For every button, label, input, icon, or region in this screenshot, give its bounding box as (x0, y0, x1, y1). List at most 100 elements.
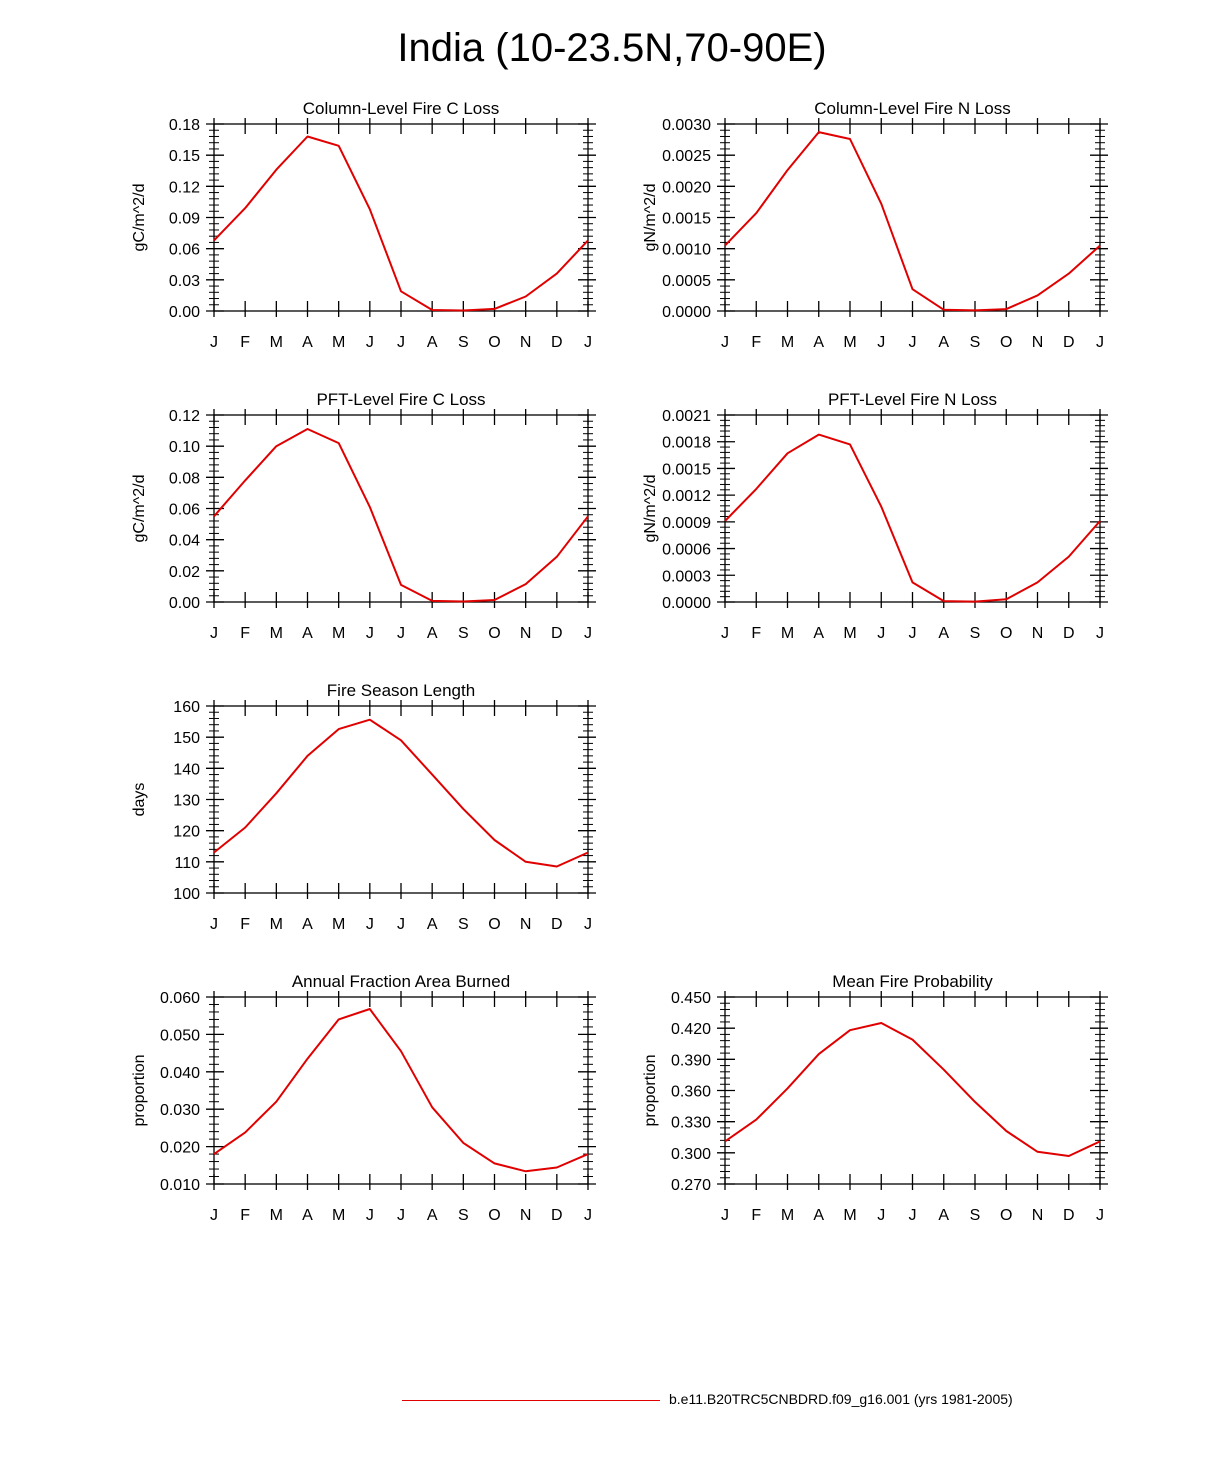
x-tick-label: J (366, 334, 374, 351)
x-tick-label: M (781, 625, 794, 642)
x-tick-label: O (1000, 1207, 1012, 1224)
x-tick-label: M (332, 625, 345, 642)
x-tick-label: J (877, 334, 885, 351)
y-tick-label: 0.10 (169, 439, 200, 456)
y-tick-label: 0.06 (169, 502, 200, 519)
x-tick-label: J (721, 1207, 729, 1224)
x-tick-label: O (488, 916, 500, 933)
y-tick-label: 0.020 (160, 1140, 200, 1157)
y-tick-label: 0.0000 (662, 595, 711, 612)
chart-panel: J F M A M J J A S O N D J 0.270 0.300 0.330 0.360 0.390 0.… (642, 972, 1108, 1224)
y-tick-label: 0.360 (671, 1084, 711, 1101)
y-tick-label: 0.050 (160, 1027, 200, 1044)
x-tick-label: J (366, 625, 374, 642)
y-axis-label: gN/m^2/d (642, 475, 659, 543)
x-tick-label: D (551, 334, 563, 351)
y-tick-label: 0.09 (169, 211, 200, 228)
x-tick-label: A (427, 1207, 438, 1224)
x-tick-label: J (210, 916, 218, 933)
x-tick-label: A (813, 334, 824, 351)
x-tick-label: O (1000, 334, 1012, 351)
y-tick-label: 140 (173, 761, 200, 778)
x-tick-label: J (584, 334, 592, 351)
legend-label: b.e11.B20TRC5CNBDRD.f09_g16.001 (yrs 198… (669, 1391, 1013, 1407)
y-tick-label: 0.330 (671, 1115, 711, 1132)
x-tick-label: M (843, 1207, 856, 1224)
chart-title: Annual Fraction Area Burned (292, 972, 510, 991)
chart-title: PFT-Level Fire N Loss (828, 390, 997, 409)
x-tick-label: M (270, 916, 283, 933)
chart-title: Column-Level Fire C Loss (303, 99, 500, 118)
chart-panel: J F M A M J J A S O N D J 0.010 0.020 0.030 0.040 0.050 0.… (131, 972, 596, 1224)
y-tick-label: 100 (173, 886, 200, 903)
x-tick-label: J (909, 625, 917, 642)
series-line (724, 433, 1101, 603)
x-tick-label: D (1063, 625, 1075, 642)
y-tick-label: 150 (173, 730, 200, 747)
x-tick-label: M (332, 334, 345, 351)
y-tick-label: 0.0005 (662, 273, 711, 290)
x-tick-label: J (877, 1207, 885, 1224)
page-title: India (10-23.5N,70-90E) (397, 26, 827, 70)
chart-panel: J F M A M J J A S O N D J 0.00 0.02 0.04 0.06 0.08 0.10 0.1… (131, 390, 596, 642)
x-tick-label: F (751, 1207, 761, 1224)
y-tick-label: 110 (174, 855, 200, 872)
x-tick-label: M (270, 334, 283, 351)
x-tick-label: F (751, 334, 761, 351)
x-tick-label: D (551, 625, 563, 642)
y-tick-label: 0.18 (169, 117, 200, 134)
y-tick-label: 0.0012 (662, 488, 711, 505)
x-tick-label: O (1000, 625, 1012, 642)
x-tick-label: D (551, 916, 563, 933)
legend-line-swatch (402, 1400, 660, 1401)
x-tick-label: A (813, 1207, 824, 1224)
y-axis-label: gC/m^2/d (131, 475, 148, 543)
x-tick-label: A (302, 1207, 313, 1224)
y-tick-label: 0.00 (169, 595, 200, 612)
y-tick-label: 0.12 (169, 408, 200, 425)
x-tick-label: A (302, 334, 313, 351)
y-tick-label: 0.02 (169, 564, 200, 581)
x-tick-label: J (584, 1207, 592, 1224)
y-tick-label: 130 (173, 793, 200, 810)
x-tick-label: N (520, 916, 532, 933)
x-tick-label: A (938, 625, 949, 642)
x-tick-label: J (397, 625, 405, 642)
y-axis-label: proportion (131, 1054, 148, 1126)
plot-frame (724, 996, 1101, 1185)
y-axis-label: proportion (642, 1054, 659, 1126)
x-tick-label: N (1032, 625, 1044, 642)
x-tick-label: J (397, 916, 405, 933)
y-tick-label: 0.03 (169, 273, 200, 290)
x-tick-label: S (458, 625, 469, 642)
x-tick-label: D (551, 1207, 563, 1224)
y-tick-label: 0.00 (169, 304, 200, 321)
y-tick-label: 0.0015 (662, 461, 711, 478)
chart-title: Column-Level Fire N Loss (814, 99, 1011, 118)
plot-frame (213, 414, 589, 603)
x-tick-label: F (240, 916, 250, 933)
x-tick-label: J (584, 916, 592, 933)
y-tick-label: 0.0000 (662, 304, 711, 321)
y-tick-label: 0.390 (671, 1052, 711, 1069)
y-tick-label: 0.0030 (662, 117, 711, 134)
x-tick-label: J (366, 916, 374, 933)
x-tick-label: O (488, 625, 500, 642)
y-tick-label: 0.08 (169, 470, 200, 487)
x-tick-label: S (458, 916, 469, 933)
y-tick-label: 0.300 (671, 1146, 711, 1163)
plot-frame (724, 123, 1101, 312)
y-tick-label: 0.0025 (662, 148, 711, 165)
y-tick-label: 0.06 (169, 242, 200, 259)
y-tick-label: 0.0009 (662, 515, 711, 532)
series-line (213, 428, 589, 603)
chart-panel: J F M A M J J A S O N D J 100 110 120 130 140 150 160 Fire S… (131, 681, 596, 933)
series-line (213, 1008, 589, 1173)
x-tick-label: D (1063, 334, 1075, 351)
chart-panel: J F M A M J J A S O N D J 0.0000 0.0003 0.0006 0.0009 0.0… (642, 390, 1108, 642)
x-tick-label: S (458, 334, 469, 351)
x-tick-label: D (1063, 1207, 1075, 1224)
x-tick-label: O (488, 334, 500, 351)
x-tick-label: A (427, 334, 438, 351)
x-tick-label: M (332, 916, 345, 933)
